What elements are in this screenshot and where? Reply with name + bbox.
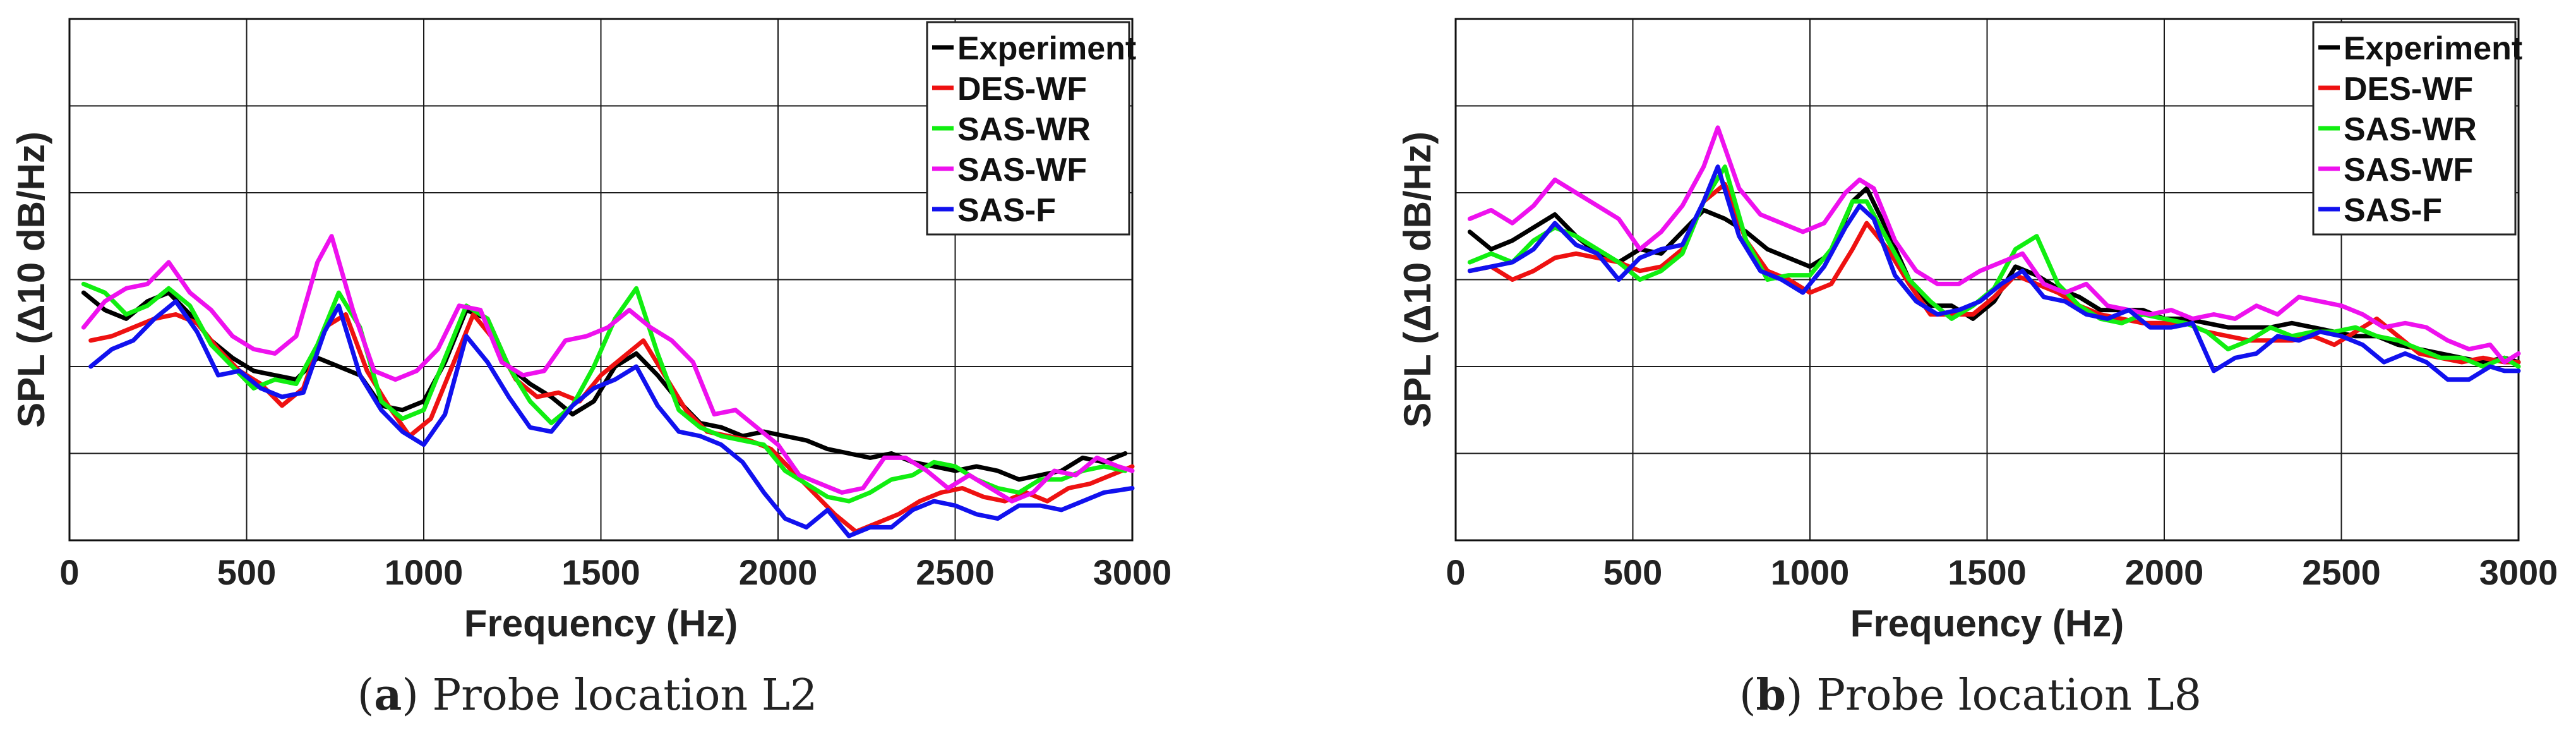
chart-b-legend-label: SAS-WR (2344, 111, 2477, 148)
chart-b-xtick-label: 2000 (2125, 552, 2204, 592)
chart-a-frame (68, 18, 1134, 542)
chart-b-legend-label: DES-WF (2344, 71, 2473, 107)
chart-a-legend-label: Experiment (957, 30, 1136, 67)
chart-b-xtick-label: 2500 (2302, 552, 2381, 592)
chart-a-xtick-label: 0 (59, 552, 79, 592)
chart-a-xtick-label: 500 (217, 552, 276, 592)
chart-b: 0 500 1000 1500 2000 2500 3000 Frequency (Hz) SP… (1396, 18, 2558, 645)
chart-b-legend-label: Experiment (2344, 30, 2522, 67)
chart-a-series-sas-f (88, 299, 1135, 538)
chart-a-ylabel: SPL (Δ10 dB/Hz) (10, 131, 52, 428)
caption-a-tag: a (374, 670, 402, 720)
chart-b-ylabel: SPL (Δ10 dB/Hz) (1396, 131, 1439, 428)
caption-b-text: Probe location L8 (1816, 670, 2202, 720)
chart-a-legend-label: SAS-WF (957, 152, 1087, 188)
chart-a-xlabel: Frequency (Hz) (464, 602, 738, 645)
chart-b-xtick-label: 3000 (2479, 552, 2558, 592)
chart-b-series-sas-wf (1467, 125, 2521, 365)
chart-b-frame (1454, 18, 2520, 542)
chart-a-xtick-label: 2500 (916, 552, 995, 592)
chart-a-series-sas-wf (81, 234, 1135, 504)
caption-a: (a) Probe location L2 (357, 670, 818, 720)
caption-b: (b) Probe location L8 (1739, 670, 2202, 720)
caption-b-tag: b (1756, 670, 1787, 720)
chart-b-legend-label: SAS-WF (2344, 152, 2473, 188)
chart-b-legend: Experiment DES-WF SAS-WR SAS-WF SAS-F (2312, 21, 2522, 236)
chart-a-legend: Experiment DES-WF SAS-WR SAS-WF SAS-F (926, 21, 1136, 236)
chart-b-legend-box (2312, 21, 2517, 236)
chart-a-xtick-label: 2000 (739, 552, 818, 592)
chart-a-xtick-label: 1500 (561, 552, 640, 592)
chart-a-legend-label: DES-WF (957, 71, 1087, 107)
chart-b-xtick-label: 500 (1603, 552, 1662, 592)
chart-b-xtick-label: 0 (1446, 552, 1465, 592)
chart-b-xtick-label: 1500 (1948, 552, 2027, 592)
chart-b-xtick-label: 1000 (1771, 552, 1850, 592)
chart-a-legend-box (926, 21, 1130, 236)
chart-a-xtick-label: 1000 (385, 552, 464, 592)
chart-b-xlabel: Frequency (Hz) (1850, 602, 2124, 645)
caption-a-text: Probe location L2 (432, 670, 818, 720)
chart-b-series-des-wf (1467, 181, 2521, 365)
chart-a-legend-label: SAS-F (957, 192, 1056, 229)
chart-a-xtick-label: 3000 (1093, 552, 1172, 592)
chart-b-legend-label: SAS-F (2344, 192, 2442, 229)
chart-b-series-sas-f (1467, 164, 2521, 382)
chart-a: 0 500 1000 1500 2000 2500 3000 Frequency (Hz) SP… (10, 18, 1172, 645)
chart-a-legend-label: SAS-WR (957, 111, 1091, 148)
